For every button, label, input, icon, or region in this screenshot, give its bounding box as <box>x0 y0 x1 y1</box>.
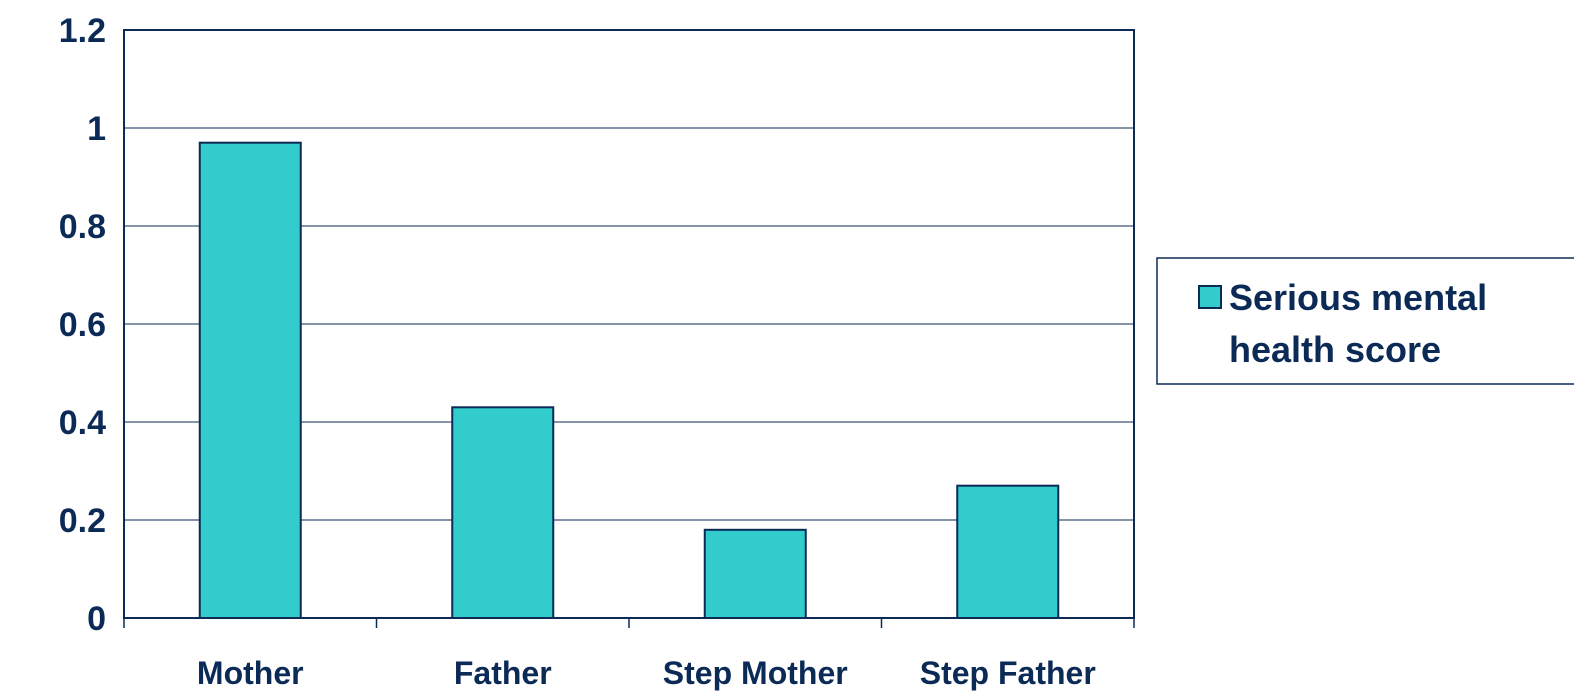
bar-father <box>451 406 555 619</box>
y-tick-label: 0.6 <box>59 306 106 344</box>
bar-mother <box>198 141 302 619</box>
x-tick-label: Step Father <box>920 655 1096 691</box>
legend-label-line-1: Serious mental <box>1229 277 1487 318</box>
bar-step-father <box>956 484 1060 620</box>
legend-swatch <box>1198 285 1222 309</box>
y-tick-label: 0.8 <box>59 208 106 246</box>
y-tick-label: 0.2 <box>59 502 106 540</box>
legend-label-line-2: health score <box>1229 329 1441 370</box>
y-axis-ticks: 0 0.2 0.4 0.6 0.8 1 1.2 <box>59 12 106 638</box>
bar-step-mother <box>703 528 807 619</box>
y-tick-label: 1.2 <box>59 12 106 50</box>
x-tick-label: Step Mother <box>663 655 848 691</box>
x-tick-label: Father <box>454 655 552 691</box>
y-tick-label: 1 <box>87 110 106 148</box>
y-tick-label: 0.4 <box>59 404 106 442</box>
bars <box>198 141 1060 620</box>
y-tick-label: 0 <box>87 600 106 638</box>
x-tick-label: Mother <box>197 655 304 691</box>
x-axis-ticks: Mother Father Step Mother Step Father <box>123 618 1135 691</box>
legend: Serious mental health score <box>1156 257 1574 385</box>
legend-box <box>1156 257 1574 385</box>
